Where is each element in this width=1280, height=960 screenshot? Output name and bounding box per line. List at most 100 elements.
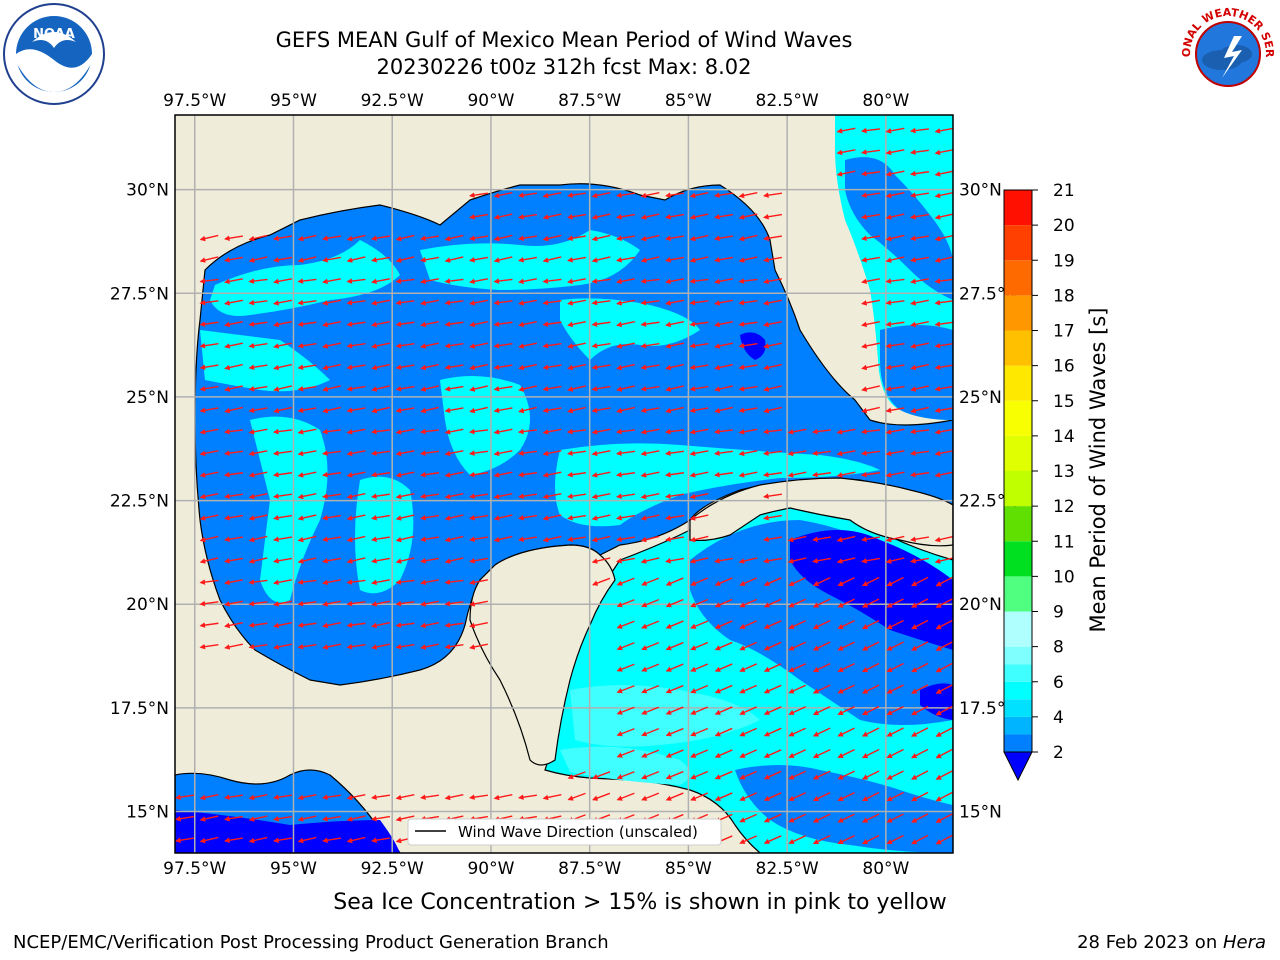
wind-wave-arrow (224, 235, 243, 242)
wind-wave-arrow (763, 213, 782, 220)
wind-wave-arrow (616, 256, 635, 263)
lat-tick-label-left: 27.5°N (110, 284, 169, 304)
wind-wave-arrow (860, 127, 881, 134)
wind-wave-arrow (591, 471, 611, 478)
wind-wave-arrow (420, 278, 439, 285)
wind-wave-arrow (566, 493, 587, 499)
wind-wave-arrow (248, 299, 268, 306)
wind-wave-arrow (714, 770, 733, 780)
wind-wave-arrow (763, 557, 782, 564)
wind-wave-arrow (469, 299, 488, 306)
wind-wave-arrow (469, 342, 488, 349)
wind-wave-arrow (493, 793, 513, 801)
wind-wave-arrow (444, 450, 464, 457)
wind-wave-arrow (861, 813, 880, 823)
wind-wave-arrow (861, 619, 880, 630)
wind-wave-arrow (297, 364, 317, 370)
lon-tick-label-bottom: 80°W (862, 859, 909, 879)
wind-wave-arrow (616, 599, 635, 608)
wind-wave-arrow (371, 363, 390, 371)
wind-wave-arrow (273, 600, 292, 607)
lat-tick-label-left: 15°N (126, 803, 169, 823)
footer-date: 28 Feb 2023 on (1077, 932, 1223, 953)
wind-wave-arrow (493, 492, 513, 500)
wind-wave-arrow (934, 321, 953, 327)
wind-wave-arrow (665, 235, 684, 242)
wind-wave-arrow (812, 792, 831, 801)
wind-wave-arrow (346, 643, 366, 650)
wind-wave-arrow (444, 234, 464, 242)
wind-wave-arrow (861, 770, 880, 780)
wind-wave-arrow (934, 256, 953, 263)
wind-wave-arrow (934, 557, 953, 564)
wind-wave-arrow (616, 749, 635, 758)
wind-wave-arrow (248, 407, 268, 414)
wind-wave-arrow (542, 364, 562, 370)
wind-wave-arrow (224, 622, 243, 629)
wind-wave-arrow (469, 557, 488, 564)
wind-wave-arrow (395, 364, 415, 370)
wind-wave-arrow (346, 579, 366, 585)
lat-tick-label-right: 25°N (959, 388, 1002, 408)
wind-wave-arrow (836, 557, 856, 564)
wind-wave-arrow (566, 428, 587, 435)
wind-wave-arrow (371, 579, 390, 586)
wind-wave-arrow (272, 493, 293, 499)
wind-wave-arrow (322, 278, 341, 285)
wind-wave-arrow (395, 643, 415, 650)
wind-wave-arrow (199, 321, 219, 327)
wind-wave-arrow (788, 749, 806, 758)
wind-wave-arrow (665, 577, 684, 586)
wind-wave-arrow (689, 342, 709, 349)
wind-wave-arrow (665, 514, 684, 521)
wind-wave-arrow (322, 321, 341, 328)
wind-wave-arrow (273, 815, 292, 822)
wind-wave-arrow (689, 364, 709, 370)
wind-wave-arrow (910, 598, 929, 608)
wind-wave-arrow (910, 363, 929, 371)
wind-wave-arrow (837, 641, 855, 651)
wind-wave-arrow (714, 706, 733, 715)
wind-wave-arrow (935, 619, 953, 630)
wind-wave-arrow (420, 600, 439, 607)
wind-wave-arrow (542, 213, 562, 220)
wind-wave-arrow (542, 492, 562, 500)
wind-wave-arrow (591, 191, 611, 199)
wind-wave-arrow (739, 641, 758, 651)
wind-wave-arrow (689, 514, 709, 521)
chart-subtitle: 20230226 t00z 312h fcst Max: 8.02 (376, 55, 752, 79)
wind-wave-arrow (469, 514, 488, 521)
wind-wave-arrow (517, 493, 538, 499)
wind-wave-arrow (419, 471, 440, 478)
wind-wave-arrow (640, 364, 660, 370)
lat-tick-label-right: 20°N (959, 595, 1002, 615)
wind-wave-arrow (886, 813, 904, 823)
wind-wave-arrow (297, 407, 317, 414)
wind-wave-arrow (812, 598, 831, 608)
wind-wave-arrow (910, 406, 929, 414)
colorbar-band (1004, 330, 1032, 366)
wind-wave-arrow (420, 363, 439, 371)
wind-wave-arrow (395, 299, 415, 306)
wind-wave-arrow (444, 471, 464, 478)
wind-wave-arrow (591, 213, 611, 220)
wind-wave-arrow (763, 235, 782, 242)
wind-wave-arrow (690, 749, 709, 758)
noaa-logo-icon: NOAA (2, 2, 106, 106)
footer-credit: NCEP/EMC/Verification Post Processing Pr… (13, 932, 609, 953)
wind-wave-arrow (739, 770, 758, 780)
wind-wave-arrow (542, 256, 562, 263)
wind-wave-arrow (861, 321, 880, 328)
wind-wave-arrow (713, 192, 734, 198)
wind-wave-arrow (812, 706, 831, 715)
wind-wave-arrow (468, 192, 489, 198)
wind-wave-arrow (935, 791, 953, 802)
wind-wave-arrow (395, 321, 415, 327)
wind-wave-arrow (199, 428, 219, 435)
wind-wave-arrow (567, 256, 586, 263)
wind-wave-arrow (248, 342, 268, 349)
colorbar-band (1004, 225, 1032, 261)
wind-wave-arrow (665, 278, 684, 285)
wind-wave-arrow (518, 514, 537, 521)
wind-wave-arrow (886, 662, 904, 673)
